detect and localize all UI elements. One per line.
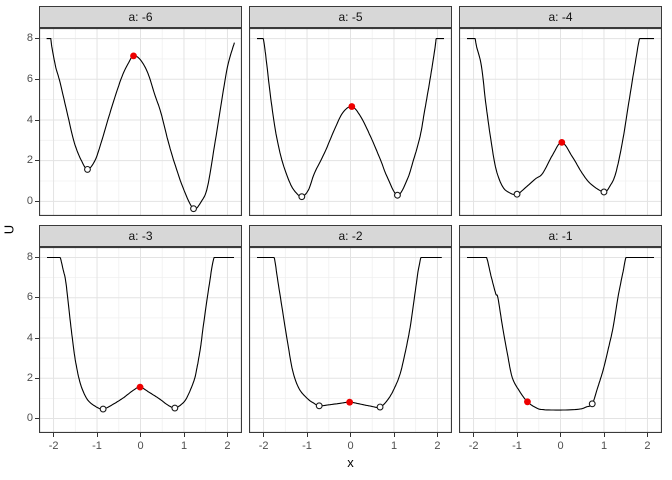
x-tick-label: 0 — [557, 440, 564, 452]
x-tick-mark — [306, 433, 308, 437]
x-tick-mark — [436, 433, 438, 437]
x-tick-mark — [53, 433, 55, 437]
y-tick-label: 4 — [26, 331, 33, 344]
panel-border — [459, 28, 662, 216]
y-tick-label: 2 — [26, 371, 33, 384]
x-tick-mark — [603, 433, 605, 437]
facet-strip: a: -2 — [249, 225, 452, 247]
x-tick-label: -2 — [48, 440, 59, 452]
y-tick-mark — [35, 337, 39, 339]
equilibrium-point-red — [136, 383, 144, 391]
equilibrium-point-open — [171, 404, 179, 412]
x-tick-label: 1 — [180, 440, 188, 452]
x-tick-mark — [96, 433, 98, 437]
y-tick-label: 0 — [26, 194, 33, 207]
panel-border — [39, 28, 242, 216]
x-tick-mark — [516, 433, 518, 437]
x-tick-mark — [226, 433, 228, 437]
facet-strip: a: -4 — [459, 6, 662, 28]
x-tick-label: -2 — [468, 440, 479, 452]
equilibrium-point-open — [84, 165, 91, 173]
y-tick-label: 8 — [26, 251, 33, 263]
equilibrium-point-red — [130, 52, 137, 60]
x-tick-label: -1 — [302, 440, 312, 452]
facet-strip-label: a: -1 — [548, 229, 573, 243]
x-tick-label: 2 — [644, 440, 651, 452]
equilibrium-point-open — [99, 405, 107, 413]
equilibrium-point-red — [558, 138, 566, 146]
y-tick-mark — [35, 377, 39, 379]
facet-strip-label: a: -6 — [128, 10, 153, 24]
x-tick-label: -1 — [92, 440, 102, 452]
y-tick-mark — [35, 200, 39, 202]
x-tick-mark — [350, 433, 351, 437]
y-axis-title: U — [1, 224, 17, 235]
facet-panel — [249, 247, 452, 433]
y-tick-mark — [35, 257, 39, 258]
facet-strip-label: a: -2 — [338, 229, 363, 243]
facet-panel — [459, 28, 662, 216]
y-tick-label: 6 — [26, 72, 33, 85]
x-tick-label: -2 — [258, 440, 269, 452]
equilibrium-point-open — [513, 190, 521, 198]
x-tick-label: 2 — [434, 440, 441, 452]
x-tick-mark — [560, 433, 561, 437]
facet-strip: a: -1 — [459, 225, 662, 247]
x-tick-label: 1 — [390, 440, 398, 452]
panel-border — [249, 247, 452, 433]
x-tick-mark — [263, 433, 265, 437]
equilibrium-point-red — [524, 398, 531, 406]
facet-strip: a: -5 — [249, 6, 452, 28]
y-tick-mark — [35, 78, 39, 80]
facet-strip: a: -3 — [39, 225, 242, 247]
x-tick-label: 0 — [347, 440, 354, 452]
y-tick-mark — [35, 297, 39, 299]
y-tick-mark — [35, 38, 39, 40]
facet-panel — [459, 247, 662, 433]
equilibrium-point-open — [190, 205, 197, 213]
y-tick-label: 4 — [26, 113, 33, 126]
facet-strip: a: -6 — [39, 6, 242, 28]
panel-border — [459, 247, 662, 433]
potential-curve — [467, 256, 654, 411]
potential-curve — [256, 38, 444, 198]
panel-border — [39, 247, 242, 433]
panel-border — [249, 28, 452, 216]
x-tick-label: 1 — [600, 440, 608, 452]
y-tick-mark — [35, 418, 39, 419]
x-tick-mark — [140, 433, 141, 437]
equilibrium-point-open — [376, 403, 384, 411]
x-tick-mark — [646, 433, 648, 437]
potential-curve — [47, 256, 234, 410]
facet-panel — [39, 28, 242, 216]
equilibrium-point-open — [393, 191, 401, 199]
equilibrium-point-open — [588, 400, 596, 408]
y-tick-mark — [35, 119, 39, 121]
y-tick-label: 0 — [26, 412, 33, 424]
potential-curve — [257, 256, 442, 408]
facet-strip-label: a: -5 — [338, 10, 363, 24]
facet-strip-label: a: -3 — [128, 229, 153, 243]
x-tick-label: 2 — [224, 440, 231, 452]
facet-panel — [39, 247, 242, 433]
equilibrium-point-red — [346, 398, 354, 406]
equilibrium-point-red — [348, 103, 356, 110]
x-tick-mark — [393, 433, 395, 437]
y-tick-mark — [35, 160, 39, 162]
equilibrium-point-open — [315, 402, 323, 410]
x-axis-title: x — [347, 455, 354, 470]
potential-curve — [467, 38, 654, 196]
equilibrium-point-open — [600, 188, 608, 196]
y-tick-label: 6 — [26, 291, 33, 304]
facet-panel — [249, 28, 452, 216]
y-tick-label: 8 — [26, 32, 33, 45]
equilibrium-point-open — [298, 193, 306, 201]
x-tick-label: 0 — [137, 440, 144, 452]
x-tick-mark — [473, 433, 475, 437]
x-tick-mark — [183, 433, 185, 437]
y-tick-label: 2 — [26, 154, 33, 167]
x-tick-label: -1 — [512, 440, 522, 452]
facet-strip-label: a: -4 — [548, 10, 573, 24]
